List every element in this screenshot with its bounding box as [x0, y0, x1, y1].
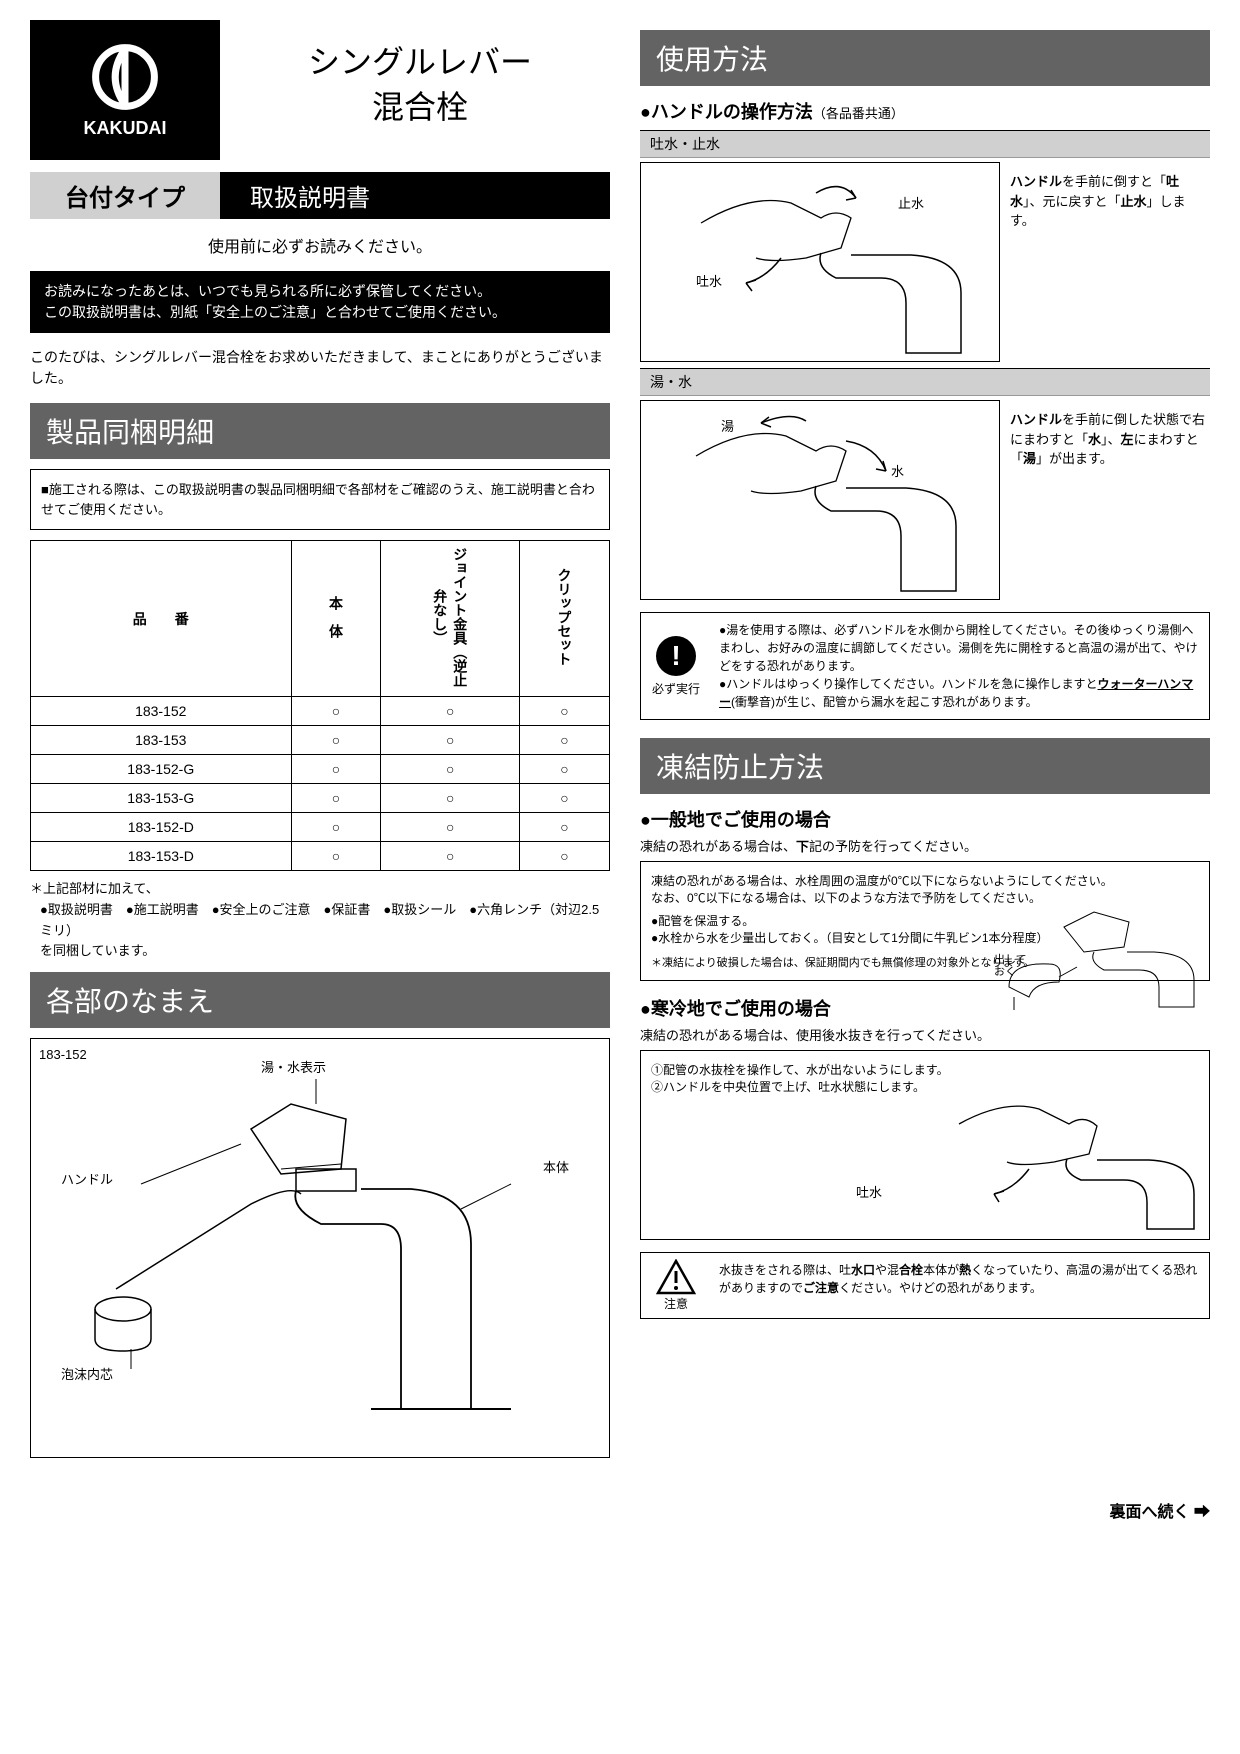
box2-label: 湯・水: [640, 368, 1210, 396]
storage-note: お読みになったあとは、いつでも見られる所に必ず保管してください。 この取扱説明書…: [30, 271, 610, 333]
must-do-icon: !: [656, 636, 696, 676]
continue-note: 裏面へ続く ➡: [30, 1498, 1210, 1522]
table-row: 183-153-D○○○: [31, 842, 610, 871]
freeze-general-title: ●一般地でご使用の場合: [640, 806, 1210, 832]
model-number: 183-152: [39, 1047, 87, 1062]
box1-label: 吐水・止水: [640, 130, 1210, 158]
caution-box: 注意 水抜きをされる際は、吐水口や混合栓本体が熱くなっていたり、高温の湯が出てく…: [640, 1252, 1210, 1319]
product-title: シングルレバー 混合栓: [230, 20, 610, 130]
brand-logo: KAKUDAI: [30, 20, 220, 160]
type-label: 台付タイプ: [30, 172, 220, 219]
included-notes: ＊上記部材に加えて、 ●取扱説明書 ●施工説明書 ●安全上のご注意 ●保証書 ●…: [30, 879, 610, 962]
col-body: 本 体: [326, 547, 346, 687]
parts-table: 品 番 本 体 ジョイント金具（逆止弁なし） クリップセット 183-152○○…: [30, 540, 610, 871]
section-freeze-header: 凍結防止方法: [640, 738, 1210, 794]
spout-stop-diagram: 止水 吐水: [640, 162, 1000, 362]
must-do-box: ! 必ず実行 ●湯を使用する際は、必ずハンドルを水側から開栓してください。その後…: [640, 612, 1210, 720]
box1-text: ハンドルを手前に倒すと「吐水」、元に戻すと「止水」します。: [1010, 162, 1210, 362]
table-row: 183-152-G○○○: [31, 755, 610, 784]
freeze-cold-box: ①配管の水抜栓を操作して、水が出ないようにします。②ハンドルを中央位置で上げ、吐…: [640, 1050, 1210, 1240]
contents-note: ■施工される際は、この取扱説明書の製品同梱明細で各部材をご確認のうえ、施工説明書…: [30, 469, 610, 530]
parts-diagram: 183-152 湯・水表示 本体 ハンドル 泡沫内芯: [30, 1038, 610, 1458]
warning-icon: [656, 1259, 696, 1295]
section-contents-header: 製品同梱明細: [30, 403, 610, 459]
col-item: 品 番: [31, 541, 292, 697]
label-hotCold: 湯・水表示: [261, 1057, 326, 1076]
section-usage-header: 使用方法: [640, 30, 1210, 86]
brand-name: KAKUDAI: [84, 118, 167, 139]
table-row: 183-152-D○○○: [31, 813, 610, 842]
read-first-note: 使用前に必ずお読みください。: [30, 233, 610, 257]
table-row: 183-153-G○○○: [31, 784, 610, 813]
label-aerator: 泡沫内芯: [61, 1364, 113, 1383]
label-handle: ハンドル: [61, 1169, 113, 1188]
section-parts-header: 各部のなまえ: [30, 972, 610, 1028]
label-body: 本体: [543, 1157, 569, 1176]
box2-text: ハンドルを手前に倒した状態で右にまわすと「水」、左にまわすと「湯」が出ます。: [1010, 400, 1210, 600]
col-joint: ジョイント金具（逆止弁なし）: [430, 547, 470, 687]
handle-operation-title: ●ハンドルの操作方法（各品番共通）: [640, 98, 1210, 124]
col-clip: クリップセット: [555, 547, 575, 687]
manual-label: 取扱説明書: [220, 172, 610, 219]
freeze-general-box: 凍結の恐れがある場合は、水栓周囲の温度が0℃以下にならないようにしてください。 …: [640, 861, 1210, 981]
hot-cold-diagram: 湯 水: [640, 400, 1000, 600]
table-row: 183-152○○○: [31, 697, 610, 726]
table-row: 183-153○○○: [31, 726, 610, 755]
thanks-message: このたびは、シングルレバー混合栓をお求めいただきまして、まことにありがとうござい…: [30, 347, 610, 389]
